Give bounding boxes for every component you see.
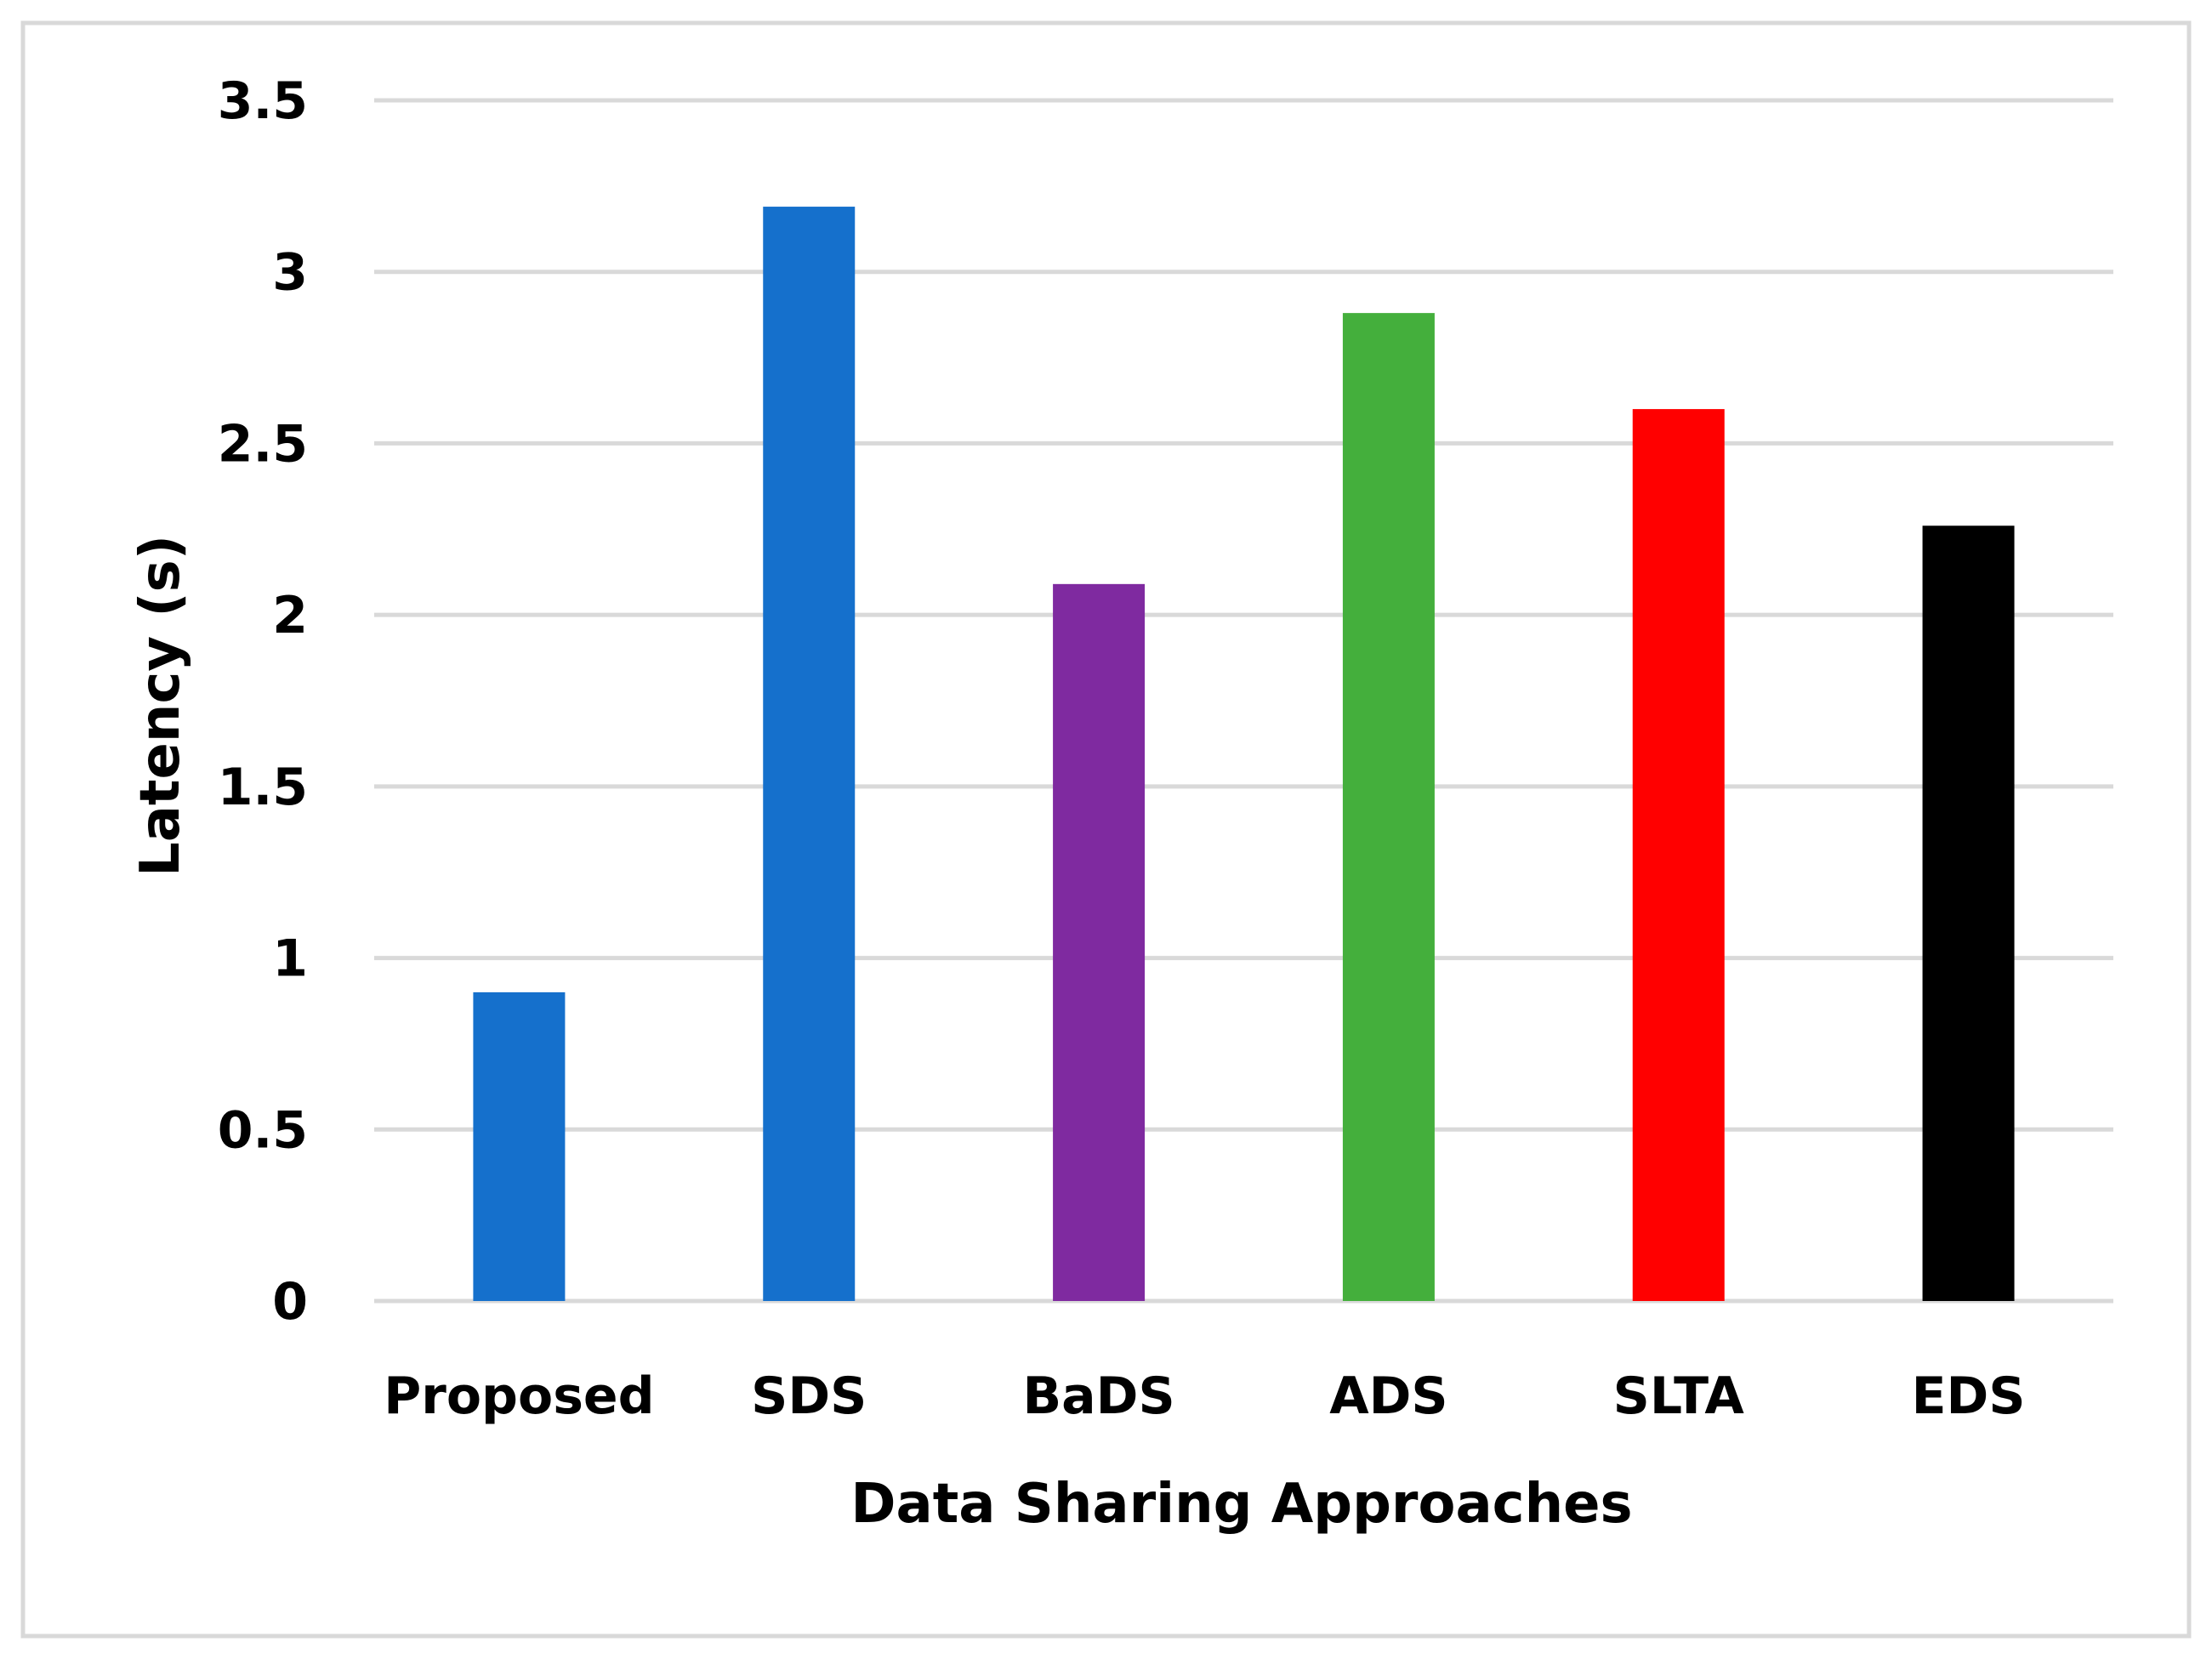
y-tick-label: 2: [272, 586, 308, 645]
x-tick-label: ADS: [1329, 1366, 1447, 1426]
x-tick-label: EDS: [1912, 1366, 2026, 1426]
y-tick-label: 3.5: [218, 71, 308, 131]
x-axis-tick-labels: Proposed SDS BaDS ADS SLTA EDS: [384, 1366, 2025, 1426]
bar-slta: [1632, 409, 1725, 1302]
bar-eds: [1922, 526, 2015, 1301]
y-tick-label: 2.5: [218, 414, 308, 474]
x-tick-label: SDS: [751, 1366, 867, 1426]
bar-proposed: [473, 991, 566, 1301]
bar-ads: [1342, 313, 1435, 1301]
gridlines: [374, 98, 2113, 1304]
x-tick-label: SLTA: [1613, 1366, 1745, 1426]
y-axis-title: Latency (s): [129, 535, 192, 877]
x-tick-label: BaDS: [1022, 1366, 1174, 1426]
y-tick-label: 0.5: [218, 1100, 308, 1160]
y-tick-label: 1: [272, 929, 308, 989]
y-tick-label: 0: [272, 1272, 308, 1332]
bars: [473, 207, 2015, 1302]
x-tick-label: Proposed: [384, 1366, 654, 1426]
bar-bads: [1053, 583, 1146, 1301]
bar-sds: [763, 207, 856, 1301]
y-tick-label: 3: [272, 243, 308, 303]
y-tick-label: 1.5: [218, 758, 308, 817]
x-axis-title: Data Sharing Approaches: [850, 1473, 1632, 1536]
y-axis-tick-labels: 0 0.5 1 1.5 2 2.5 3 3.5: [218, 71, 308, 1332]
